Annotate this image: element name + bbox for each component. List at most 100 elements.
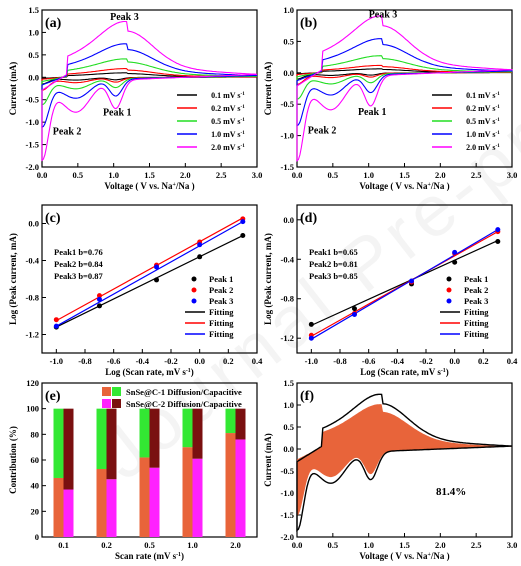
panel-a-xtick-label: 1.0: [108, 170, 119, 180]
panel-f-ytick-label: 1.0: [283, 400, 294, 410]
panel-f-cv-curve: [296, 393, 513, 532]
panel-d-point-peak1: [452, 259, 458, 265]
panel-f-xtick-label: 1.0: [363, 540, 374, 550]
panel-c-b-value: Peak3 b=0.87: [54, 271, 104, 281]
panel-f-xtick-label: 2.0: [435, 540, 446, 550]
panel-f-ytick-label: 1.5: [283, 378, 294, 388]
panel-d-point-peak3: [308, 335, 314, 341]
panel-b-peak-annotation: Peak 1: [358, 107, 387, 118]
panel-e-bar-capacitive: [235, 408, 246, 440]
panel-c-xtick-label: -0.2: [164, 356, 177, 366]
panel-e-bar-capacitive: [139, 408, 150, 458]
panel-f-xtick-label: 1.5: [399, 540, 410, 550]
panel-b-ytick-label: 1.0: [283, 5, 294, 15]
panel-d-point-peak1: [308, 321, 314, 327]
panel-f-ytick-label: 0.5: [283, 422, 294, 432]
panel-c-panel-label: (c): [45, 211, 61, 226]
panel-b-xtick-label: 2.5: [471, 170, 482, 180]
panel-c-point-peak1: [96, 303, 102, 309]
panel-e-bar-diffusion: [96, 468, 107, 537]
panel-e-bar-capacitive: [182, 408, 193, 448]
panel-e-ytick-label: 80: [31, 429, 40, 439]
panel-e-bar-capacitive: [149, 408, 160, 468]
panel-c-point-peak1: [240, 233, 246, 239]
panel-a-peak-annotation: Peak 1: [103, 107, 132, 118]
panel-f-ytick-label: 0.0: [283, 444, 294, 454]
panel-f-xtick-label: 0.0: [292, 540, 303, 550]
panel-b-legend-label: 2.0 mV s-1: [466, 143, 500, 152]
panel-c-fit-line-1: [56, 217, 244, 322]
panel-b-ytick-label: 0.0: [283, 68, 294, 78]
panel-f-xtick-label: 0.5: [328, 540, 339, 550]
panel-a-cv-curve-3: [41, 43, 258, 128]
panel-d-point-peak3: [495, 227, 501, 233]
panel-e-xtick-label: 0.5: [144, 540, 155, 550]
panel-e-panel-label: (e): [45, 389, 61, 404]
panel-a-ytick-label: -2.0: [26, 162, 39, 172]
panel-b-xtick-label: 0.0: [292, 170, 303, 180]
panel-d-fit-line-0: [311, 239, 499, 326]
panel-b-cv-curve-4: [296, 15, 513, 162]
panel-a-ytick-label: 0.0: [28, 72, 39, 82]
panel-e-xtick-label: 2.0: [230, 540, 241, 550]
panel-e-bar-diffusion: [192, 458, 203, 537]
panel-b-panel-label: (b): [300, 16, 317, 31]
panel-c-xtick-label: 0.0: [194, 356, 205, 366]
panel-c-legend-marker: [191, 276, 197, 282]
panel-d-plot-frame: [296, 204, 513, 354]
panel-b-xtick-label: 1.0: [363, 170, 374, 180]
panel-d-xtick-label: -0.8: [333, 356, 346, 366]
panel-e-ytick-label: 40: [31, 481, 40, 491]
panel-c-xtick-label: -0.4: [136, 356, 150, 366]
panel-d-ytick-label: -1.2: [281, 333, 294, 343]
panel-d-xtick-label: -0.4: [391, 356, 405, 366]
panel-e-xlabel: Scan rate (mV s-1): [115, 551, 184, 561]
panel-c-xtick-label: 0.2: [223, 356, 234, 366]
panel-f-xlabel: Voltage ( V vs. Na+/Na ): [359, 551, 449, 561]
panel-e-legend-label: SnSe@C-1 Diffusion/Capacitive: [126, 387, 242, 397]
panel-c-fit-line-2: [56, 221, 244, 327]
panel-c-legend-label: Peak 2: [209, 285, 233, 295]
panel-a-legend-label: 2.0 mV s-1: [211, 143, 245, 152]
panel-c-point-peak1: [154, 277, 160, 283]
panel-b-xlabel: Voltage ( V vs. Na+/Na ): [359, 181, 449, 191]
panel-a-xtick-label: 2.5: [216, 170, 227, 180]
panel-d-point-peak3: [351, 312, 357, 318]
panel-c-b-value: Peak1 b=0.76: [54, 247, 103, 257]
panel-d-legend-marker: [446, 287, 452, 293]
panel-c-legend-marker: [191, 287, 197, 293]
panel-c-xtick-label: -0.6: [107, 356, 120, 366]
panel-b-ytick-label: -1.0: [281, 131, 294, 141]
panel-e-bar-capacitive: [96, 408, 107, 469]
panel-d-legend-label: Fitting: [464, 307, 489, 317]
panel-d-point-peak3: [452, 249, 458, 255]
panel-d-ytick-label: -0.4: [281, 254, 295, 264]
panel-e-ytick-label: 120: [26, 378, 39, 388]
panel-a-peak-annotation: Peak 2: [53, 127, 82, 138]
panel-e-legend-swatch: [112, 399, 121, 408]
panel-c-point-peak3: [53, 323, 59, 329]
panel-b-peak-annotation: Peak 3: [369, 10, 398, 21]
panel-d-b-value: Peak3 b=0.85: [309, 271, 358, 281]
panel-e-legend-swatch: [102, 399, 111, 408]
panel-d-legend-label: Peak 1: [464, 274, 488, 284]
panel-b-legend-label: 1.0 mV s-1: [466, 130, 500, 139]
panel-d-xtick-label: -1.0: [305, 356, 318, 366]
panel-e-ytick-label: 60: [31, 455, 40, 465]
panel-e-bar-diffusion: [53, 477, 64, 537]
panel-d-ytick-label: 0.0: [283, 215, 294, 225]
panel-a-xtick-label: 0.5: [73, 170, 84, 180]
panel-a-ylabel: Current (mA): [8, 62, 18, 116]
panel-b-xtick-label: 2.0: [435, 170, 446, 180]
panel-f-ytick-label: -1.5: [281, 510, 294, 520]
panel-d-legend-label: Fitting: [464, 318, 489, 328]
panel-c-ytick-label: -0.8: [26, 293, 39, 303]
panel-a-xtick-label: 0.0: [37, 170, 48, 180]
panel-d-b-value: Peak2 b=0.81: [309, 259, 358, 269]
panel-a-xtick-label: 2.0: [180, 170, 191, 180]
panel-a-xlabel: Voltage ( V vs. Na+/Na ): [104, 181, 194, 191]
panel-d-ytick-label: -0.8: [281, 294, 294, 304]
panel-b-ytick-label: -0.5: [281, 99, 294, 109]
panel-d-legend-label: Peak 2: [464, 285, 488, 295]
panel-e-ylabel: Contribution (%): [8, 426, 18, 494]
